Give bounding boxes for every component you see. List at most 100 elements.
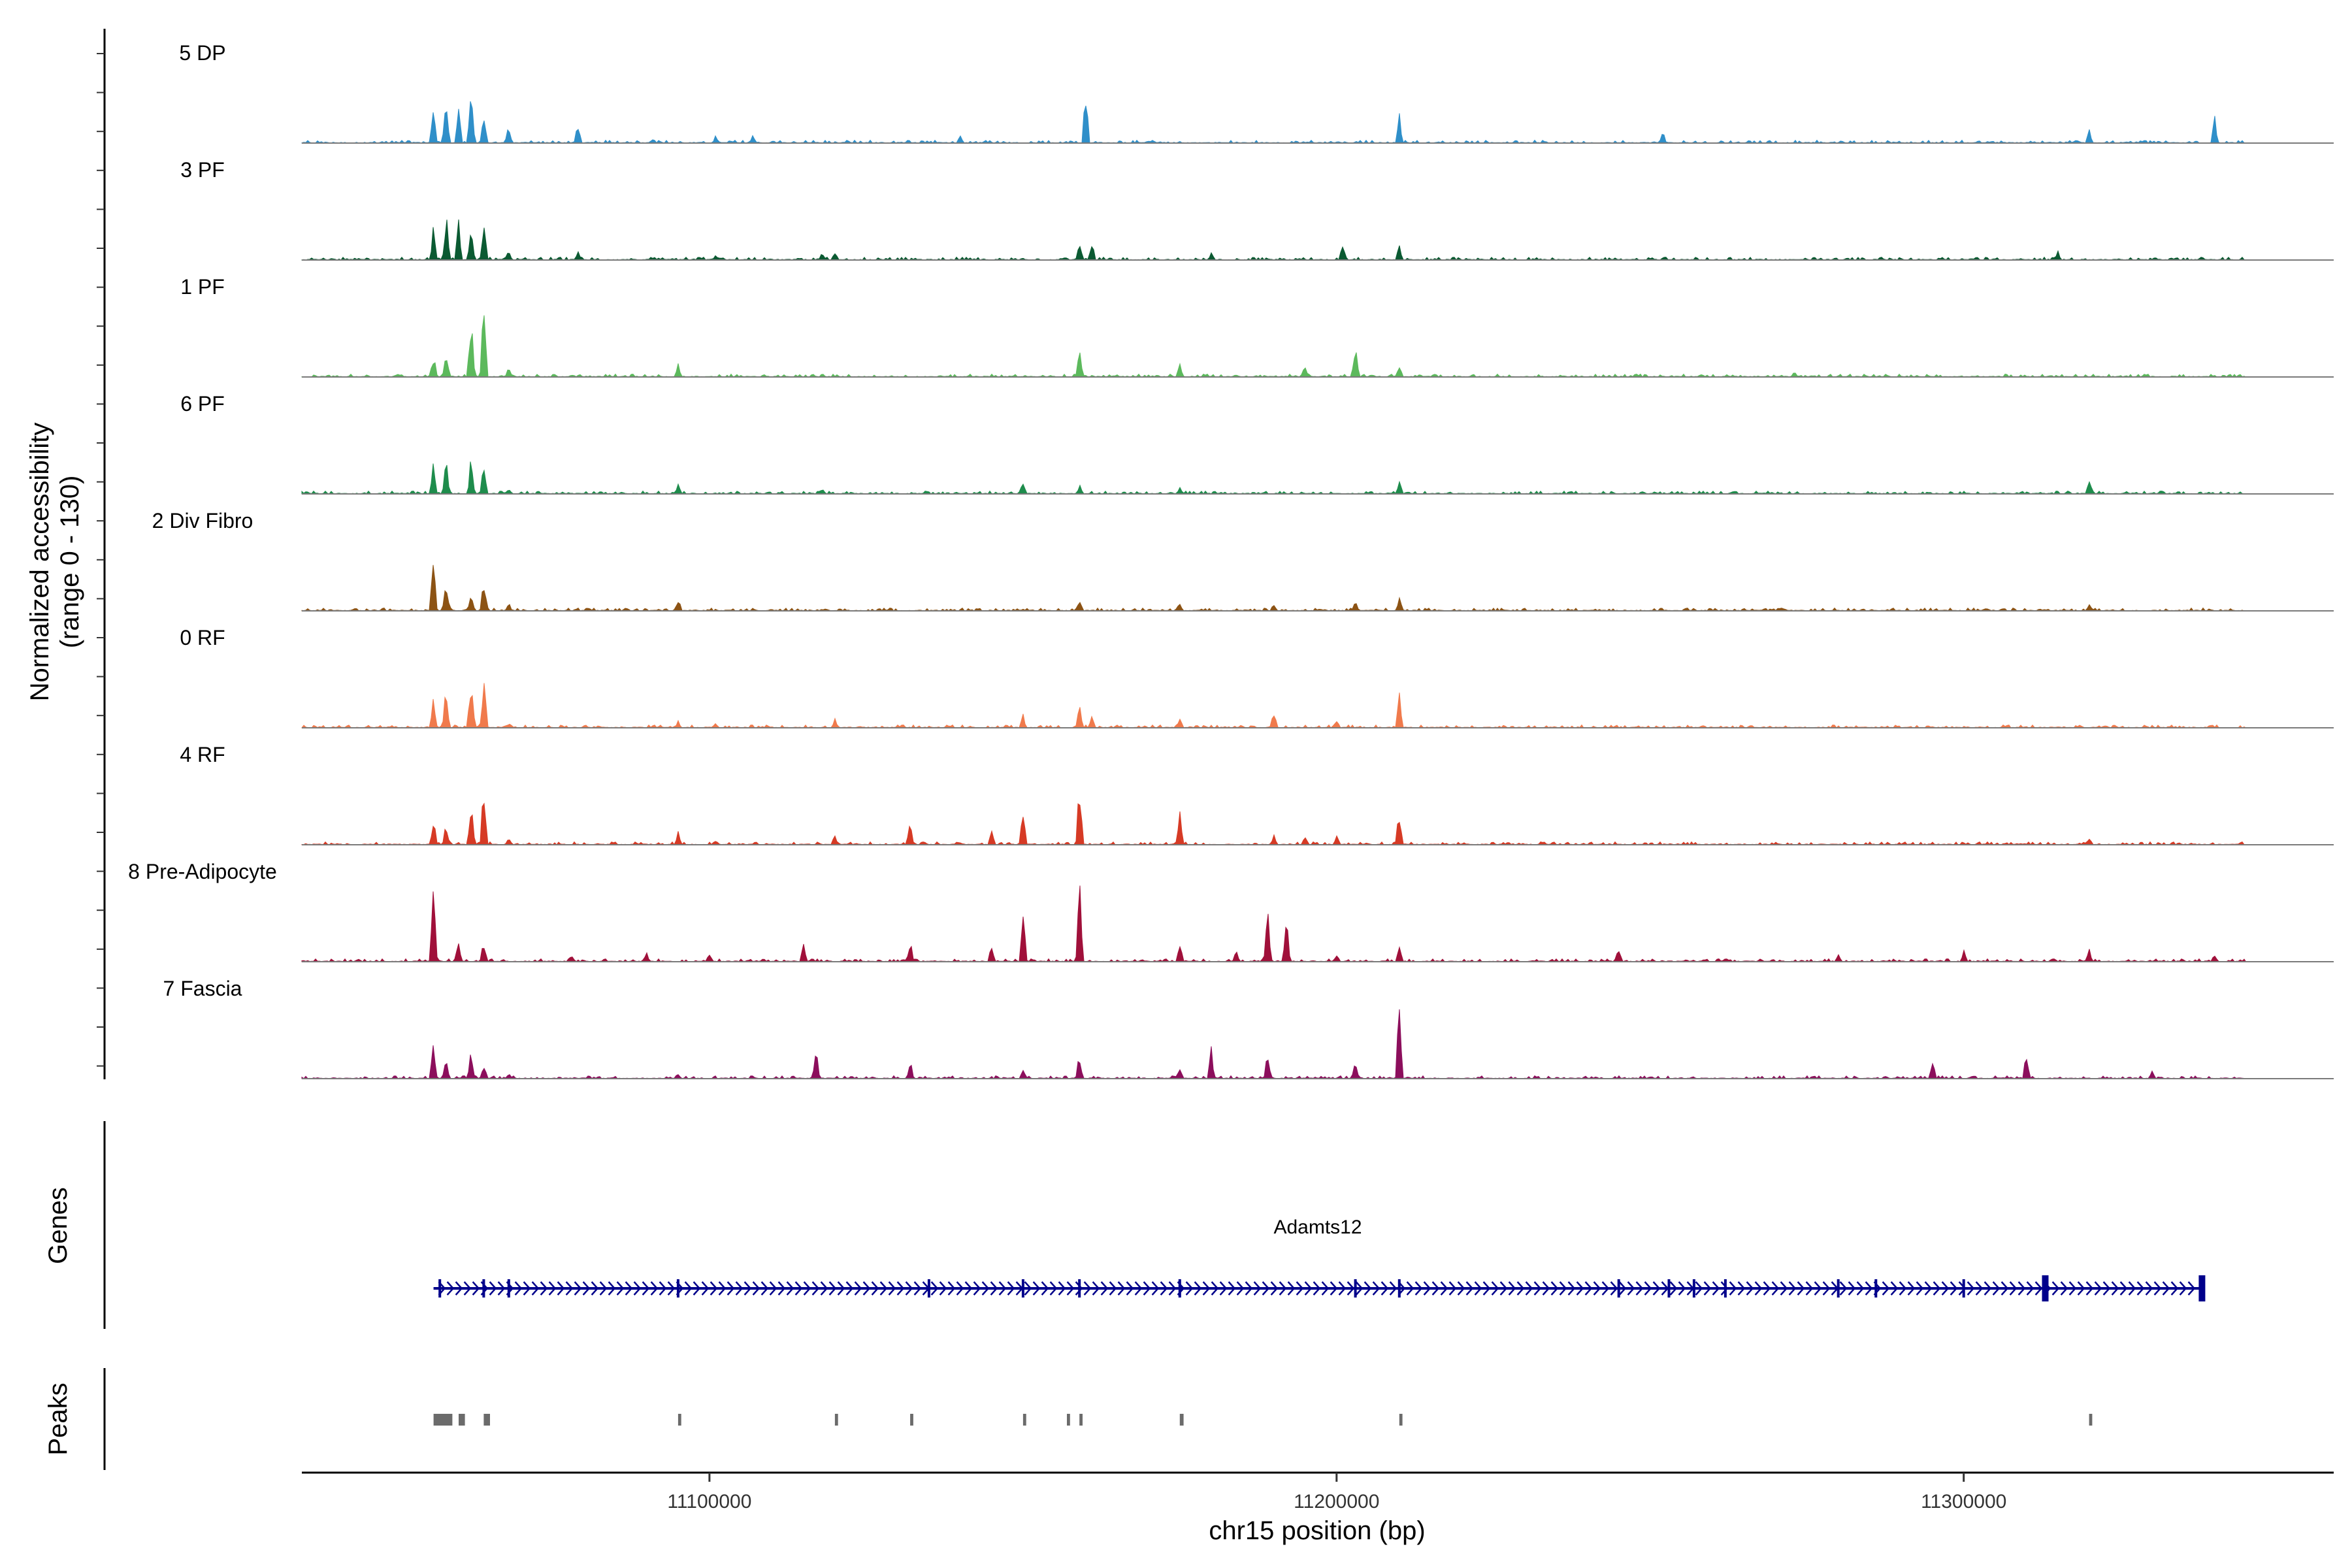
strand-arrow <box>998 1281 1007 1296</box>
strand-arrow <box>2017 1281 2026 1296</box>
x-tick-label: 11300000 <box>1921 1491 2006 1512</box>
exon <box>676 1279 679 1298</box>
strand-arrow <box>1185 1281 1194 1296</box>
strand-arrow <box>1576 1281 1584 1296</box>
strand-arrow <box>981 1281 990 1296</box>
strand-arrow <box>1058 1281 1066 1296</box>
strand-arrow <box>905 1281 913 1296</box>
strand-arrow <box>1950 1281 1958 1296</box>
strand-arrow <box>1780 1281 1788 1296</box>
strand-arrow <box>472 1281 480 1296</box>
strand-arrow <box>1652 1281 1661 1296</box>
strand-arrow <box>1423 1281 1431 1296</box>
coverage-tracks: 5 DP 3 PF 1 PF 6 PF 2 Div Fibro 0 RF 4 RF 8 Pre… <box>128 41 2334 1079</box>
exon <box>1667 1279 1671 1298</box>
peak-region <box>459 1414 465 1426</box>
strand-arrow <box>1593 1281 1601 1296</box>
strand-arrow <box>489 1281 497 1296</box>
strand-arrow <box>803 1281 811 1296</box>
strand-arrow <box>1584 1281 1593 1296</box>
strand-arrow <box>1406 1281 1414 1296</box>
strand-arrow <box>2001 1281 2009 1296</box>
strand-arrow <box>1109 1281 1117 1296</box>
strand-arrow <box>1007 1281 1015 1296</box>
y-axis-title-line1: Normalized accessibility <box>25 423 54 702</box>
strand-arrow <box>973 1281 981 1296</box>
strand-arrow <box>1474 1281 1482 1296</box>
strand-arrow <box>1211 1281 1219 1296</box>
strand-arrow <box>1907 1281 1916 1296</box>
strand-arrow <box>1610 1281 1618 1296</box>
strand-arrow <box>1414 1281 1423 1296</box>
strand-arrow <box>1245 1281 1253 1296</box>
strand-arrow <box>1916 1281 1924 1296</box>
strand-arrow <box>1729 1281 1737 1296</box>
strand-arrow <box>1814 1281 1822 1296</box>
strand-arrow <box>1270 1281 1279 1296</box>
strand-arrow <box>1737 1281 1746 1296</box>
strand-arrow <box>845 1281 854 1296</box>
strand-arrow <box>862 1281 871 1296</box>
strand-arrow <box>1304 1281 1313 1296</box>
strand-arrow <box>1975 1281 1984 1296</box>
strand-arrow <box>608 1281 616 1296</box>
strand-arrow <box>1516 1281 1525 1296</box>
strand-arrow <box>2068 1281 2077 1296</box>
strand-arrow <box>650 1281 659 1296</box>
strand-arrow <box>1678 1281 1686 1296</box>
strand-arrow <box>1364 1281 1372 1296</box>
strand-arrow <box>1703 1281 1712 1296</box>
exon <box>1397 1279 1401 1298</box>
genes-panel: Genes Adamts12 <box>44 1121 2206 1329</box>
strand-arrow <box>956 1281 964 1296</box>
strand-arrow <box>1160 1281 1168 1296</box>
strand-arrow <box>1168 1281 1177 1296</box>
strand-arrow <box>1924 1281 1933 1296</box>
peak-region <box>2089 1414 2093 1426</box>
strand-arrow <box>599 1281 608 1296</box>
strand-arrow <box>718 1281 727 1296</box>
strand-arrow <box>1380 1281 1389 1296</box>
strand-arrow <box>1287 1281 1296 1296</box>
strand-arrow <box>2009 1281 2017 1296</box>
strand-arrow <box>701 1281 710 1296</box>
strand-arrow <box>540 1281 548 1296</box>
genes-panel-title: Genes <box>44 1187 73 1264</box>
peak-region <box>834 1414 838 1426</box>
strand-arrow <box>2128 1281 2136 1296</box>
strand-arrow <box>710 1281 718 1296</box>
strand-arrow <box>523 1281 531 1296</box>
y-axis-ticks <box>97 53 105 1067</box>
strand-arrow <box>1431 1281 1440 1296</box>
track-0-rf: 0 RF <box>180 626 2334 728</box>
strand-arrow <box>1202 1281 1211 1296</box>
exon <box>1354 1279 1357 1298</box>
strand-arrow <box>939 1281 947 1296</box>
strand-arrow <box>1457 1281 1465 1296</box>
strand-arrow <box>1049 1281 1058 1296</box>
y-axis-title-line2: (range 0 - 130) <box>56 476 84 649</box>
strand-arrow <box>1839 1281 1848 1296</box>
track-label: 0 RF <box>180 626 225 649</box>
exon <box>2198 1275 2206 1301</box>
strand-arrow <box>1865 1281 1873 1296</box>
exon <box>482 1279 485 1298</box>
peak-region <box>1179 1414 1184 1426</box>
strand-arrow <box>828 1281 837 1296</box>
peak-region <box>678 1414 681 1426</box>
peak-region <box>1399 1414 1403 1426</box>
track-label: 1 PF <box>180 275 225 299</box>
strand-arrow <box>2145 1281 2153 1296</box>
strand-arrow <box>1482 1281 1491 1296</box>
track-5-dp: 5 DP <box>179 41 2334 144</box>
strand-arrow <box>1933 1281 1941 1296</box>
track-label: 6 PF <box>180 392 225 416</box>
exon <box>1021 1279 1024 1298</box>
strand-arrow <box>2026 1281 2034 1296</box>
strand-arrow <box>2111 1281 2119 1296</box>
strand-arrow <box>1763 1281 1771 1296</box>
strand-arrow <box>1321 1281 1330 1296</box>
coverage-area <box>301 885 2247 962</box>
track-1-pf: 1 PF <box>180 275 2334 378</box>
strand-arrow <box>531 1281 540 1296</box>
